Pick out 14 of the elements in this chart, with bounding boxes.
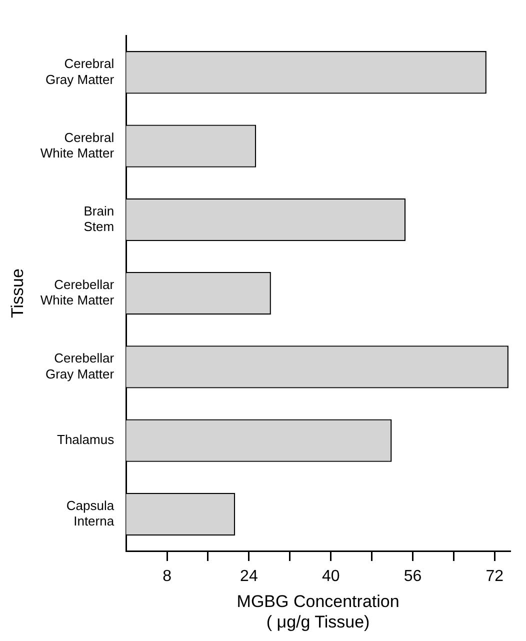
- x-tick-label: 24: [240, 568, 258, 586]
- x-tick-label: 72: [486, 568, 504, 586]
- y-tick-label: Cerebellar Gray Matter: [45, 350, 115, 382]
- y-axis-title: Tissue: [8, 268, 27, 318]
- y-tick-label: Thalamus: [57, 432, 115, 448]
- y-tick-label: Brain Stem: [84, 203, 114, 234]
- x-tick-label: 56: [404, 568, 422, 586]
- y-tick-label: Cerebral White Matter: [40, 130, 115, 160]
- x-tick-label: 40: [322, 568, 340, 586]
- y-tick-label: Capsula Interna: [66, 498, 115, 529]
- x-tick-label: 8: [162, 568, 172, 586]
- y-tick-label: Cerebellar White Matter: [40, 277, 115, 308]
- y-tick-label: Cerebral Gray Matter: [45, 56, 115, 87]
- x-axis-title: MGBG Concentration ( μg/g Tissue): [236, 592, 400, 632]
